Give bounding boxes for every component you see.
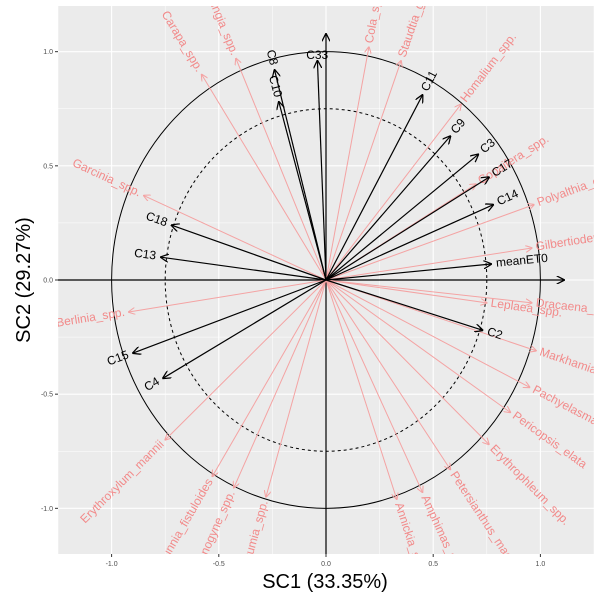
x-tick-label: 0.0 <box>321 561 331 568</box>
x-tick-label: 1.0 <box>536 561 546 568</box>
red-vector-arrow <box>236 59 327 281</box>
black-vector-arrow <box>172 225 327 281</box>
x-axis-title: SC1 (33.35%) <box>262 571 388 593</box>
red-vector-arrow <box>325 104 461 281</box>
x-axis-ticks: -1.0 -0.5 0.0 0.5 1.0 <box>106 554 546 568</box>
black-vector-arrow <box>325 205 493 281</box>
red-vector-arrow <box>212 279 327 476</box>
y-tick-label: 0.0 <box>43 278 53 285</box>
y-tick-label: 0.5 <box>43 163 53 170</box>
black-vector-arrow <box>279 102 327 281</box>
red-vector-arrow <box>325 248 532 281</box>
black-vector-label: C4 <box>142 374 163 394</box>
red-vector-arrow <box>325 279 532 303</box>
y-axis-ticks: -1.0 -0.5 0.0 0.5 1.0 <box>41 49 58 513</box>
red-vector-arrow <box>325 47 369 281</box>
red-vector-arrow <box>144 196 327 281</box>
black-vector-arrow <box>325 136 450 281</box>
black-vector-arrow <box>325 95 422 281</box>
y-tick-label: -1.0 <box>41 506 53 513</box>
red-vector-arrow <box>325 279 450 470</box>
inner-dashed-circle <box>164 108 488 452</box>
x-tick-label: -0.5 <box>213 561 225 568</box>
red-vector-arrow <box>325 279 489 444</box>
red-vector-arrow <box>202 75 327 281</box>
y-tick-label: -0.5 <box>41 392 53 399</box>
black-vector-label: C33 <box>306 48 328 62</box>
red-vector-arrow <box>325 279 530 387</box>
black-vector-arrow <box>325 264 491 281</box>
black-vector-arrow <box>325 279 483 330</box>
red-vector-arrow <box>325 279 397 499</box>
black-vector-arrow <box>161 257 327 281</box>
red-vector-arrow <box>129 279 327 312</box>
red-vector-arrow <box>234 279 327 488</box>
unit-circle <box>111 51 541 509</box>
black-vector-arrow <box>317 61 327 281</box>
black-vector-label: C8 <box>264 48 281 67</box>
black-vector-arrow <box>325 177 489 281</box>
black-vector-arrow <box>163 279 327 378</box>
zero-axes <box>58 34 564 554</box>
black-vector-label: C2 <box>485 324 504 342</box>
black-vector-label: meanET0 <box>495 251 548 270</box>
black-vector-arrow <box>325 154 478 281</box>
red-vector-arrow <box>266 279 327 497</box>
black-vector-arrow <box>133 279 327 353</box>
black-vector-label: C10 <box>266 74 285 99</box>
red-vector-arrow <box>325 61 401 281</box>
y-axis-title: SC2 (29.27%) <box>13 217 35 343</box>
correlation-circles <box>111 51 541 509</box>
x-tick-label: -1.0 <box>106 561 118 568</box>
red-vector-arrow <box>325 279 422 492</box>
black-vector-label: C13 <box>133 246 157 263</box>
x-tick-label: 0.5 <box>428 561 438 568</box>
red-vector-arrow <box>325 279 510 412</box>
y-tick-label: 1.0 <box>43 49 53 56</box>
red-vector-arrow <box>165 279 327 440</box>
red-vector-arrow <box>325 205 534 281</box>
red-vector-arrow <box>325 279 487 303</box>
